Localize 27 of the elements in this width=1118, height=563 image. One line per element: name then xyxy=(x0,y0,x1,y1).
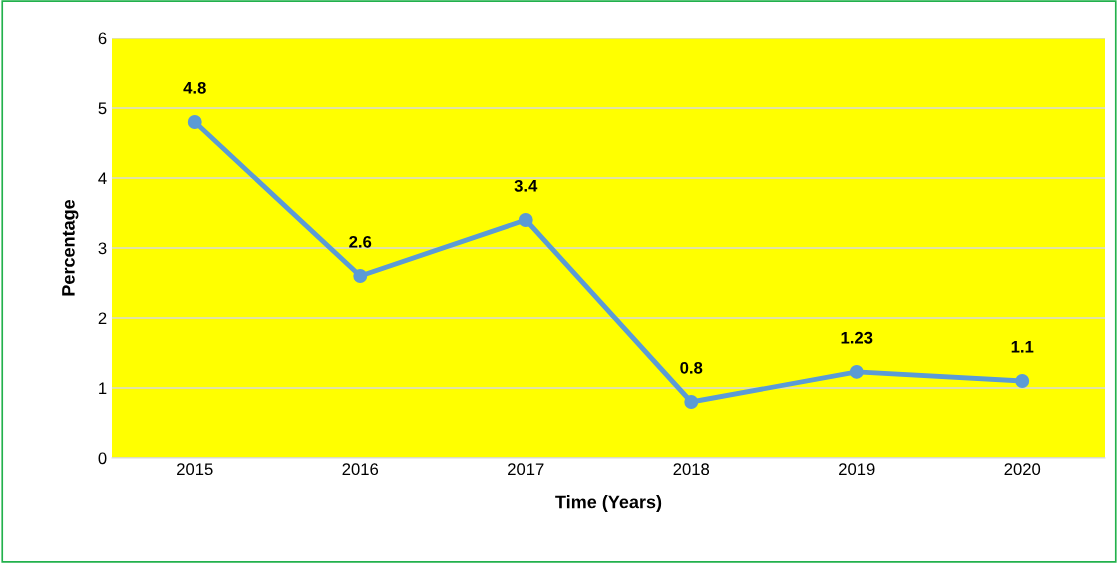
data-label: 1.23 xyxy=(841,331,873,344)
point xyxy=(849,364,864,379)
x-tick-label: 2017 xyxy=(508,463,544,476)
x-tick-label: 2020 xyxy=(1004,463,1041,476)
point xyxy=(353,269,368,283)
y-tick-label: 5 xyxy=(98,102,107,115)
y-tick-label: 1 xyxy=(99,382,107,395)
point xyxy=(187,115,202,129)
x-tick-label: 2018 xyxy=(673,463,710,476)
data-label: 0.8 xyxy=(680,361,703,374)
point xyxy=(518,213,533,227)
y-tick-label: 3 xyxy=(98,242,107,255)
data-label: 1.1 xyxy=(1011,341,1034,353)
x-axis-title: Time (Years) xyxy=(555,495,662,512)
y-tick-label: 2 xyxy=(98,312,107,325)
y-tick-label: 0 xyxy=(98,452,107,465)
y-tick-label: 4 xyxy=(98,172,107,185)
x-tick-label: 2019 xyxy=(839,463,875,476)
data-label: 3.4 xyxy=(514,179,538,192)
point xyxy=(684,395,699,409)
x-tick-label: 2016 xyxy=(342,463,379,476)
x-tick-label: 2015 xyxy=(177,463,213,476)
y-tick-label: 6 xyxy=(98,32,107,45)
data-label: 4.8 xyxy=(183,81,206,94)
data-label: 2.6 xyxy=(349,235,372,248)
point xyxy=(1015,374,1030,388)
y-axis-title: Percentage xyxy=(62,199,79,296)
